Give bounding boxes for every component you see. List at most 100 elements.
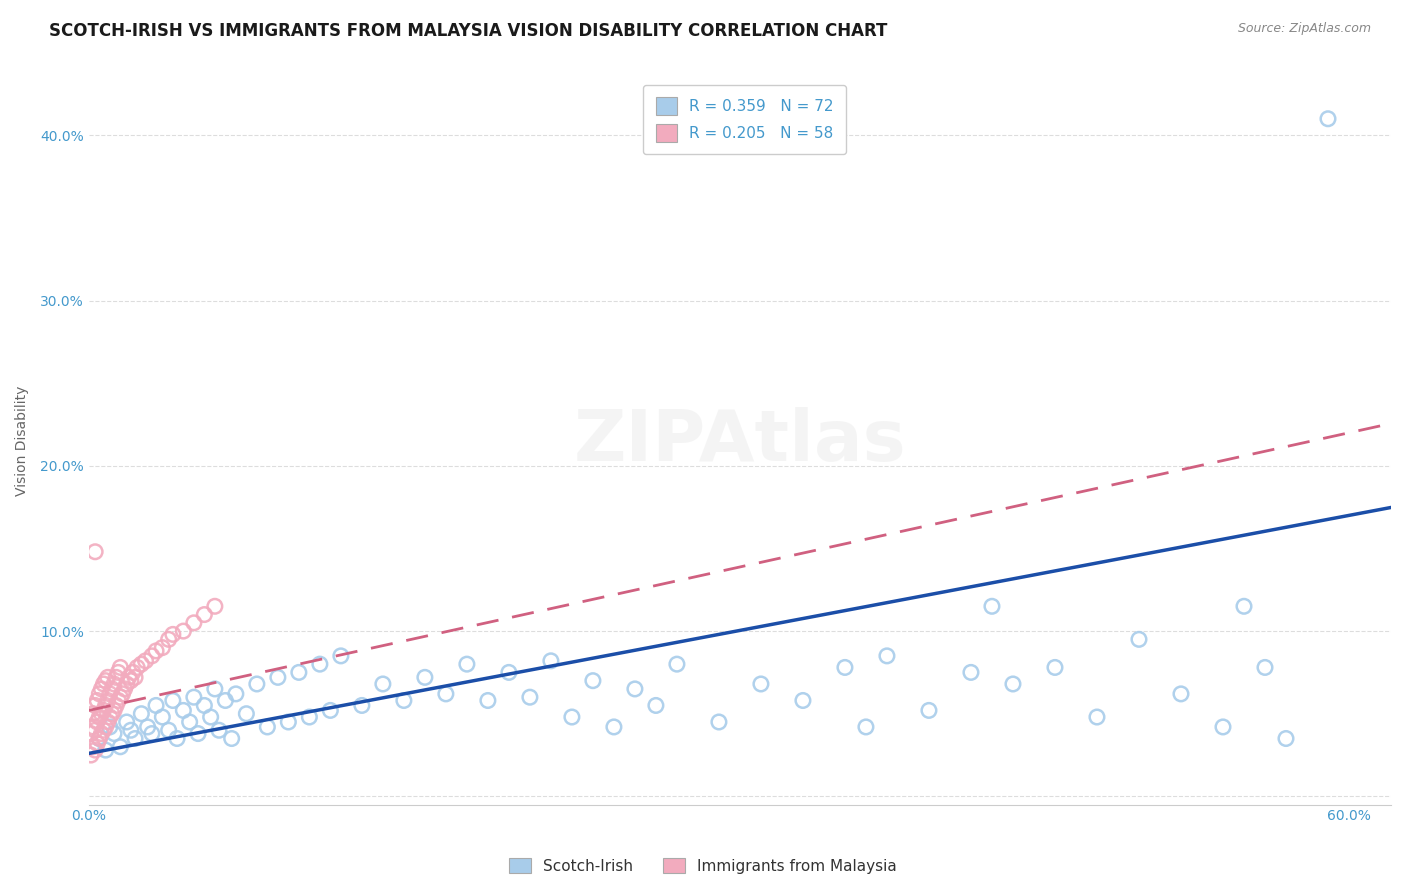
Point	[103, 703, 125, 717]
Point	[960, 665, 983, 680]
Point	[918, 703, 941, 717]
Point	[94, 673, 117, 688]
Point	[1128, 632, 1150, 647]
Point	[120, 723, 142, 738]
Point	[94, 743, 117, 757]
Point	[84, 743, 107, 757]
Point	[329, 648, 352, 663]
Point	[120, 673, 142, 688]
Point	[141, 648, 163, 663]
Point	[80, 747, 103, 762]
Point	[150, 640, 173, 655]
Point	[624, 681, 647, 696]
Point	[183, 615, 205, 630]
Point	[135, 654, 157, 668]
Point	[288, 665, 311, 680]
Point	[98, 720, 121, 734]
Point	[350, 698, 373, 713]
Point	[101, 706, 124, 721]
Point	[105, 670, 128, 684]
Point	[162, 693, 184, 707]
Point	[665, 657, 688, 672]
Point	[645, 698, 668, 713]
Point	[792, 693, 814, 707]
Point	[110, 660, 132, 674]
Point	[110, 739, 132, 754]
Point	[456, 657, 478, 672]
Point	[84, 723, 107, 738]
Point	[267, 670, 290, 684]
Point	[221, 731, 243, 746]
Point	[94, 698, 117, 713]
Point	[371, 677, 394, 691]
Point	[1170, 687, 1192, 701]
Point	[150, 710, 173, 724]
Point	[80, 726, 103, 740]
Point	[94, 720, 117, 734]
Point	[561, 710, 583, 724]
Point	[98, 710, 121, 724]
Point	[141, 726, 163, 740]
Point	[103, 726, 125, 740]
Point	[1001, 677, 1024, 691]
Point	[86, 714, 108, 729]
Point	[82, 720, 104, 734]
Point	[127, 660, 149, 674]
Point	[84, 545, 107, 559]
Point	[107, 693, 129, 707]
Point	[115, 677, 138, 691]
Point	[172, 624, 194, 638]
Point	[1212, 720, 1234, 734]
Point	[225, 687, 247, 701]
Point	[193, 607, 215, 622]
Point	[86, 736, 108, 750]
Point	[1317, 112, 1340, 126]
Point	[124, 731, 146, 746]
Point	[107, 665, 129, 680]
Point	[111, 687, 134, 701]
Point	[82, 706, 104, 721]
Point	[498, 665, 520, 680]
Point	[413, 670, 436, 684]
Point	[208, 723, 231, 738]
Point	[103, 677, 125, 691]
Point	[477, 693, 499, 707]
Point	[89, 687, 111, 701]
Point	[1043, 660, 1066, 674]
Point	[519, 690, 541, 705]
Point	[246, 677, 269, 691]
Point	[277, 714, 299, 729]
Point	[97, 714, 120, 729]
Point	[93, 677, 115, 691]
Point	[124, 670, 146, 684]
Point	[707, 714, 730, 729]
Point	[172, 703, 194, 717]
Point	[97, 693, 120, 707]
Point	[876, 648, 898, 663]
Point	[183, 690, 205, 705]
Point	[1085, 710, 1108, 724]
Point	[136, 720, 159, 734]
Point	[93, 723, 115, 738]
Point	[157, 723, 180, 738]
Point	[200, 710, 222, 724]
Point	[82, 739, 104, 754]
Point	[89, 710, 111, 724]
Point	[834, 660, 856, 674]
Point	[115, 714, 138, 729]
Point	[603, 720, 626, 734]
Point	[157, 632, 180, 647]
Point	[319, 703, 342, 717]
Point	[187, 726, 209, 740]
Point	[179, 714, 201, 729]
Point	[214, 693, 236, 707]
Point	[90, 681, 112, 696]
Point	[101, 681, 124, 696]
Point	[131, 657, 153, 672]
Point	[309, 657, 332, 672]
Point	[582, 673, 605, 688]
Point	[86, 693, 108, 707]
Point	[131, 706, 153, 721]
Point	[118, 670, 141, 684]
Point	[97, 670, 120, 684]
